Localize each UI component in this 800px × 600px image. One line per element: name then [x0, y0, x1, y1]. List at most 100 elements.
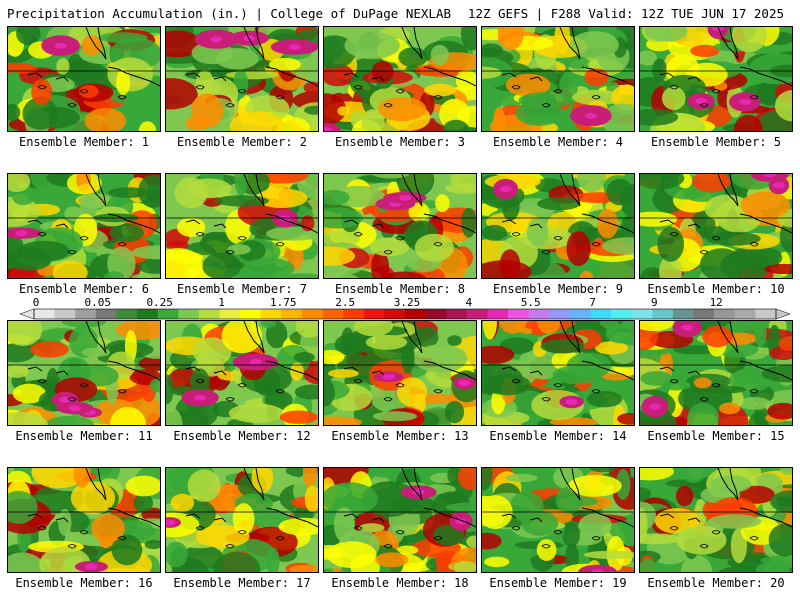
colorbar-swatch [302, 309, 323, 319]
colorbar-swatch [611, 309, 632, 319]
ensemble-label-10: Ensemble Member: 10 [636, 282, 796, 296]
ensemble-panel-9 [481, 173, 635, 279]
ensemble-panel-17 [165, 467, 319, 573]
colorbar-swatch [220, 309, 241, 319]
precip-map [8, 321, 161, 426]
colorbar-swatch [178, 309, 199, 319]
ensemble-panel-15 [639, 320, 793, 426]
precip-map [640, 321, 793, 426]
colorbar-right-arrow [776, 309, 790, 319]
ensemble-panel-16 [7, 467, 161, 573]
precip-map [166, 468, 319, 573]
precip-map [8, 174, 161, 279]
ensemble-label-2: Ensemble Member: 2 [162, 135, 322, 149]
precip-map [324, 468, 477, 573]
colorbar-swatch [116, 309, 137, 319]
precip-map [482, 174, 635, 279]
colorbar-swatch [137, 309, 158, 319]
colorbar-swatch [158, 309, 179, 319]
ensemble-label-7: Ensemble Member: 7 [162, 282, 322, 296]
colorbar-swatch [529, 309, 550, 319]
ensemble-label-17: Ensemble Member: 17 [162, 576, 322, 590]
colorbar-swatch [632, 309, 653, 319]
ensemble-panel-7 [165, 173, 319, 279]
ensemble-label-19: Ensemble Member: 19 [478, 576, 638, 590]
precip-map [324, 321, 477, 426]
ensemble-label-12: Ensemble Member: 12 [162, 429, 322, 443]
colorbar-swatch [735, 309, 756, 319]
ensemble-panel-5 [639, 26, 793, 132]
colorbar-swatch [446, 309, 467, 319]
ensemble-panel-4 [481, 26, 635, 132]
precip-map [482, 468, 635, 573]
colorbar-swatch [55, 309, 76, 319]
colorbar-swatch [570, 309, 591, 319]
colorbar-swatch [487, 309, 508, 319]
colorbar-swatch [364, 309, 385, 319]
colorbar-swatch [673, 309, 694, 319]
precip-map [640, 468, 793, 573]
colorbar-swatch [343, 309, 364, 319]
colorbar-swatch [34, 309, 55, 319]
ensemble-panel-1 [7, 26, 161, 132]
ensemble-panel-6 [7, 173, 161, 279]
ensemble-panel-19 [481, 467, 635, 573]
precip-map [482, 321, 635, 426]
header-title: Precipitation Accumulation (in.) | Colle… [7, 6, 451, 21]
ensemble-panel-8 [323, 173, 477, 279]
ensemble-panel-11 [7, 320, 161, 426]
colorbar-swatch [694, 309, 715, 319]
precip-map [166, 321, 319, 426]
colorbar-left-arrow [20, 309, 34, 319]
colorbar-swatch [199, 309, 220, 319]
colorbar-swatch [467, 309, 488, 319]
colorbar-swatch [549, 309, 570, 319]
precip-map [324, 27, 477, 132]
ensemble-label-15: Ensemble Member: 15 [636, 429, 796, 443]
colorbar-swatch [591, 309, 612, 319]
ensemble-panel-20 [639, 467, 793, 573]
precip-map [640, 174, 793, 279]
header-valid-time: 12Z GEFS | F288 Valid: 12Z TUE JUN 17 20… [468, 6, 784, 21]
colorbar-swatch [261, 309, 282, 319]
colorbar-swatch [426, 309, 447, 319]
ensemble-label-14: Ensemble Member: 14 [478, 429, 638, 443]
ensemble-label-1: Ensemble Member: 1 [4, 135, 164, 149]
ensemble-panel-2 [165, 26, 319, 132]
ensemble-label-13: Ensemble Member: 13 [320, 429, 480, 443]
ensemble-panel-12 [165, 320, 319, 426]
colorbar-swatch [75, 309, 96, 319]
ensemble-panel-3 [323, 26, 477, 132]
precip-map [482, 27, 635, 132]
ensemble-label-3: Ensemble Member: 3 [320, 135, 480, 149]
ensemble-label-16: Ensemble Member: 16 [4, 576, 164, 590]
colorbar-swatch [240, 309, 261, 319]
ensemble-label-11: Ensemble Member: 11 [4, 429, 164, 443]
colorbar-swatch [508, 309, 529, 319]
colorbar-swatch [384, 309, 405, 319]
colorbar-swatch [323, 309, 344, 319]
colorbar-bar [20, 308, 790, 322]
ensemble-label-5: Ensemble Member: 5 [636, 135, 796, 149]
colorbar-swatch [652, 309, 673, 319]
ensemble-label-20: Ensemble Member: 20 [636, 576, 796, 590]
colorbar-swatch [281, 309, 302, 319]
colorbar-swatch [405, 309, 426, 319]
ensemble-panel-14 [481, 320, 635, 426]
precip-map [8, 27, 161, 132]
precip-map [324, 174, 477, 279]
colorbar-swatch [714, 309, 735, 319]
ensemble-label-8: Ensemble Member: 8 [320, 282, 480, 296]
precip-map [8, 468, 161, 573]
colorbar: 00.050.2511.752.53.2545.57912 [20, 298, 790, 322]
ensemble-panel-10 [639, 173, 793, 279]
ensemble-label-4: Ensemble Member: 4 [478, 135, 638, 149]
ensemble-label-9: Ensemble Member: 9 [478, 282, 638, 296]
colorbar-swatch [96, 309, 117, 319]
precip-map [166, 174, 319, 279]
ensemble-label-6: Ensemble Member: 6 [4, 282, 164, 296]
precip-map [166, 27, 319, 132]
colorbar-swatch [755, 309, 776, 319]
ensemble-panel-13 [323, 320, 477, 426]
ensemble-panel-18 [323, 467, 477, 573]
